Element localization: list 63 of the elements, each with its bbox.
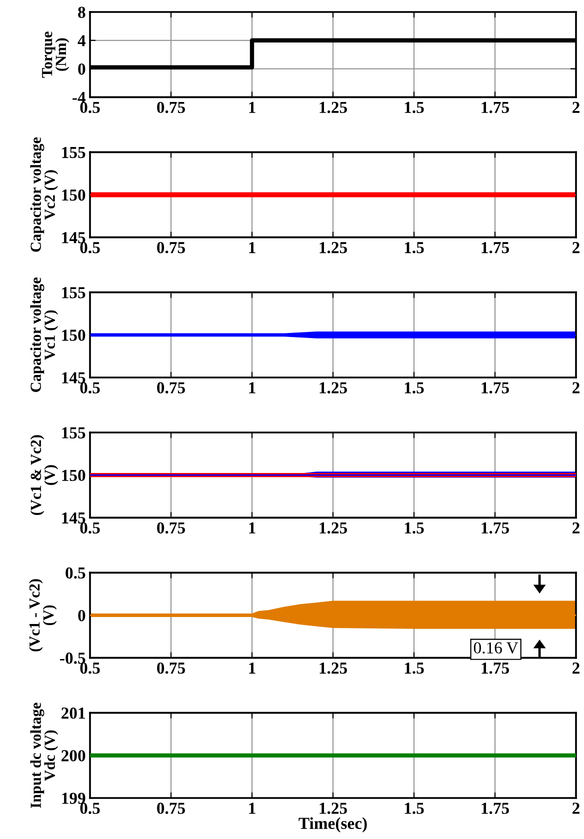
x-tick-label: 1.25 [320,102,347,114]
x-tick-label: 1.5 [404,662,424,674]
x-tick-label: 1 [249,242,256,254]
x-tick-label: 1.75 [482,662,509,674]
y-tick-label: 155 [62,427,86,438]
x-tick-label: 2 [572,242,580,254]
y-tick-label: 150 [62,330,86,341]
y-tick-label: 200 [62,750,86,762]
y-axis-title: Torque (Nm) [42,32,70,78]
x-tick-label: 0.75 [157,242,185,254]
x-tick-label: 1.5 [404,102,424,114]
x-tick-label: 1 [249,802,256,814]
x-tick-label: 1 [249,662,256,674]
x-tick-label: 1.5 [404,382,424,394]
x-tick-label: 0.75 [157,802,185,814]
y-tick-label: 145 [62,372,86,384]
y-tick-label: 155 [62,287,86,298]
y-axis-title: Capacitor voltage Vc1 (V) [30,278,58,392]
y-tick-label: 145 [62,232,86,244]
y-tick-label: 155 [62,146,86,158]
y-tick-label: -4 [72,92,86,103]
x-tick-label: 1.25 [320,522,347,534]
x-tick-label: 1.5 [404,802,424,814]
x-axis-title: Time(sec) [298,817,367,832]
y-axis-title: Input dc voltage Vdc (V) [30,702,58,808]
x-tick-label: 0.75 [157,102,185,114]
x-tick-label: 0.75 [157,662,185,674]
y-tick-label: 4 [78,35,86,46]
y-tick-label: 201 [62,708,85,719]
y-tick-label: 0 [78,610,86,622]
x-tick-label: 2 [572,382,580,394]
y-tick-label: 0.5 [66,567,86,579]
x-tick-label: 1.75 [482,382,509,394]
y-tick-label: -0.5 [60,652,86,664]
x-tick-label: 1.75 [482,242,509,254]
y-axis-title: (Vc1 & Vc2) (V) [30,435,58,515]
y-tick-label: 8 [78,6,86,18]
x-tick-label: 2 [572,802,580,814]
x-tick-label: 1.75 [482,802,509,814]
x-tick-label: 1.5 [404,242,424,254]
y-tick-label: 150 [62,470,86,482]
x-tick-label: 0.75 [157,382,185,394]
x-tick-label: 2 [572,522,580,534]
x-tick-label: 1.25 [320,242,347,254]
x-tick-label: 1.5 [404,522,424,534]
x-tick-label: 1 [249,102,256,113]
x-tick-label: 2 [572,102,580,113]
y-axis-title: (Vc1 - Vc2) (V) [28,579,57,652]
y-axis-title: Capacitor voltage Vc2 (V) [30,137,58,252]
x-tick-label: 1.75 [482,522,509,534]
y-tick-label: 145 [62,512,86,524]
annotation: 0.16 V [474,642,518,654]
x-tick-label: 1 [249,382,256,394]
x-tick-label: 1.25 [320,382,347,394]
y-tick-label: 199 [62,792,86,804]
x-tick-label: 0.75 [157,522,185,534]
x-tick-label: 2 [572,662,580,674]
x-tick-label: 1.25 [320,802,347,814]
x-tick-label: 1.75 [482,102,509,114]
x-tick-label: 1.25 [320,662,347,674]
x-tick-label: 1 [249,522,256,534]
y-tick-label: 150 [62,189,86,201]
y-tick-label: 0 [78,63,86,75]
